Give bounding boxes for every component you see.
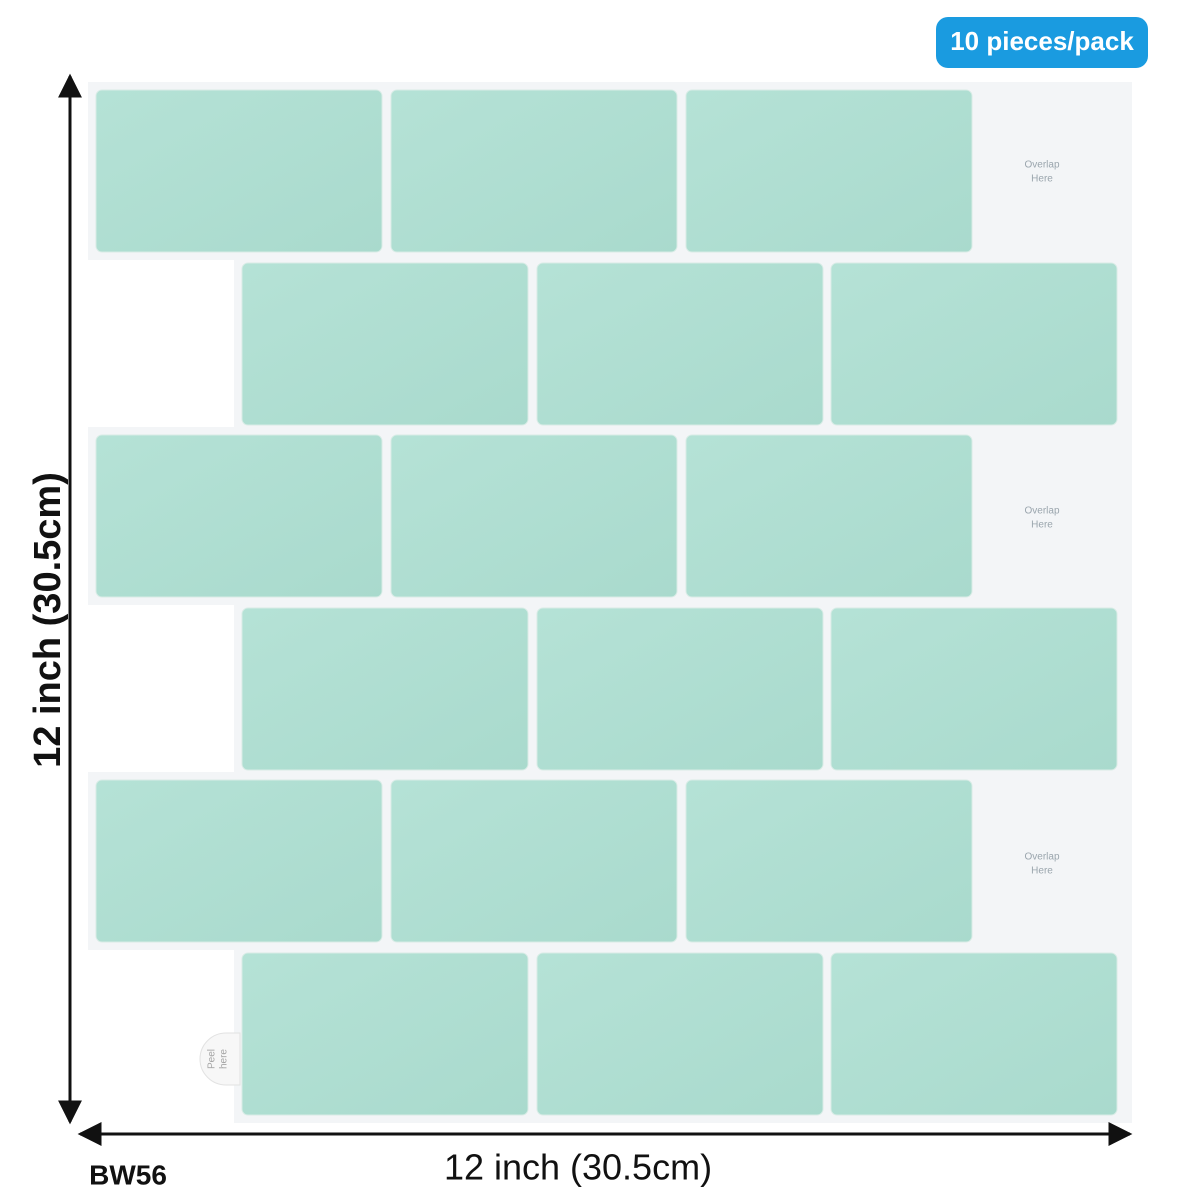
tile bbox=[536, 607, 824, 771]
tile bbox=[536, 262, 824, 426]
tile bbox=[830, 952, 1118, 1116]
tile bbox=[390, 89, 678, 253]
peel-label: here bbox=[219, 1049, 230, 1069]
tile bbox=[685, 89, 973, 253]
peel-label: Peel bbox=[207, 1049, 218, 1069]
badge-text: 10 pieces/pack bbox=[950, 26, 1134, 56]
tile bbox=[241, 262, 529, 426]
overlap-label: Overlap bbox=[1024, 506, 1059, 517]
overlap-label: Here bbox=[1031, 174, 1053, 185]
overlap-label: Overlap bbox=[1024, 160, 1059, 171]
tile bbox=[685, 434, 973, 598]
peel-tab bbox=[199, 1032, 241, 1086]
tile bbox=[241, 952, 529, 1116]
tile bbox=[95, 89, 383, 253]
tile bbox=[241, 607, 529, 771]
tile bbox=[830, 607, 1118, 771]
model-label: BW56 bbox=[89, 1159, 167, 1190]
tile bbox=[685, 779, 973, 943]
tile bbox=[390, 779, 678, 943]
overlap-label: Here bbox=[1031, 520, 1053, 531]
width-label: 12 inch (30.5cm) bbox=[444, 1147, 712, 1188]
tile bbox=[390, 434, 678, 598]
tile bbox=[95, 434, 383, 598]
tile bbox=[536, 952, 824, 1116]
overlap-label: Overlap bbox=[1024, 852, 1059, 863]
height-label: 12 inch (30.5cm) bbox=[27, 472, 69, 768]
tile bbox=[95, 779, 383, 943]
badge bbox=[936, 17, 1148, 68]
overlap-label: Here bbox=[1031, 866, 1053, 877]
tile bbox=[830, 262, 1118, 426]
tile-sheet bbox=[88, 82, 1132, 1123]
